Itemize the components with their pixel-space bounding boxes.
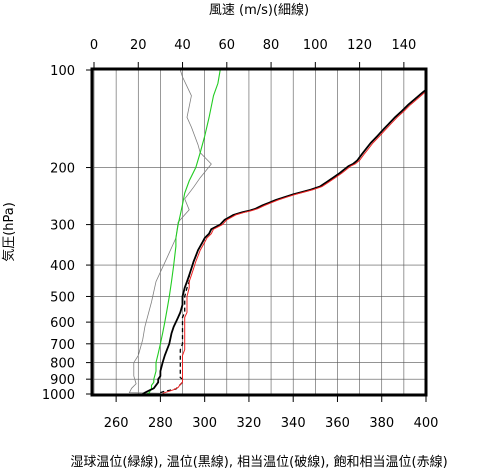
bottom-tick-label: 320	[237, 416, 262, 431]
bottom-tick-label: 280	[148, 416, 173, 431]
series-line-風速	[128, 69, 212, 394]
bottom-tick-label: 360	[325, 416, 350, 431]
series-line-飽和相当温位	[162, 90, 427, 394]
y-tick-label: 100	[50, 64, 75, 79]
y-tick-label: 900	[50, 373, 75, 388]
bottom-axis-title: 湿球温位(緑線), 温位(黒線), 相当温位(破線), 飽和相当温位(赤線)	[70, 454, 447, 470]
bottom-axis-tick-labels: 260 280 300 320 340 360 380 400	[104, 416, 439, 431]
plot-frame	[90, 67, 428, 397]
top-tick-label: 40	[174, 38, 191, 53]
top-tick-label: 140	[391, 38, 416, 53]
top-tick-label: 60	[219, 38, 236, 53]
y-tick-label: 800	[50, 357, 75, 372]
bottom-tick-label: 260	[104, 416, 129, 431]
y-tick-label: 400	[50, 259, 75, 274]
top-tick-label: 100	[303, 38, 328, 53]
data-series	[128, 69, 427, 395]
bottom-tick-label: 380	[369, 416, 394, 431]
y-tick-label: 300	[50, 219, 75, 234]
top-tick-label: 20	[130, 38, 147, 53]
top-tick-label: 0	[90, 38, 98, 53]
bottom-tick-label: 300	[192, 416, 217, 431]
top-tick-label: 80	[263, 38, 280, 53]
y-tick-label: 600	[50, 316, 75, 331]
y-axis-title: 気圧(hPa)	[1, 202, 17, 262]
bottom-tick-label: 400	[414, 416, 439, 431]
grid-lines	[86, 62, 427, 402]
top-axis-title: 風速 (m/s)(細線)	[209, 2, 309, 18]
y-tick-label: 700	[50, 338, 75, 353]
series-line-相当温位	[160, 89, 427, 394]
y-tick-label: 200	[50, 162, 75, 177]
y-tick-label: 1000	[42, 388, 75, 403]
y-tick-label: 500	[50, 290, 75, 305]
bottom-tick-label: 340	[281, 416, 306, 431]
top-axis-tick-labels: 0 20 40 60 80 100 120 140	[90, 38, 416, 53]
top-tick-label: 120	[347, 38, 372, 53]
series-line-湿球温位	[146, 69, 221, 395]
